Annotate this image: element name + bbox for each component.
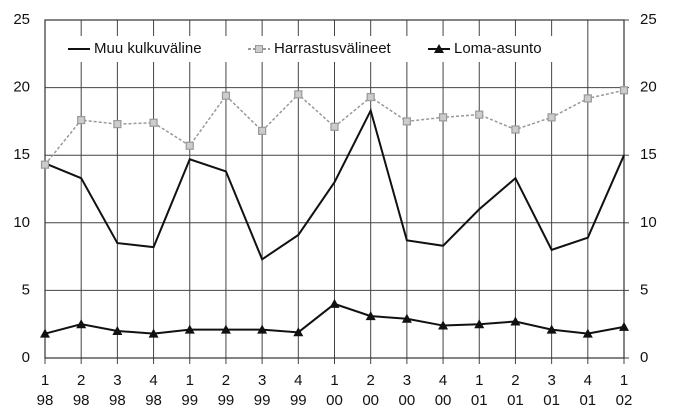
x-tick-label: 4 [439,372,447,389]
point [40,160,50,169]
point [619,86,629,95]
point [294,90,303,99]
x-tick-label: 98 [73,392,90,409]
point [220,324,231,334]
x-tick-label: 01 [543,392,560,409]
x-tick-label: 99 [254,392,271,409]
point [185,141,194,150]
legend: Muu kulkuväline Harrastusvälineet Loma-asu… [62,36,562,62]
x-tick-label: 3 [547,372,555,389]
point [330,122,339,131]
x-tick-label: 00 [326,392,343,409]
legend-label: Harrastusvälineet [274,40,392,57]
x-tick-label: 3 [113,372,121,389]
x-tick-label: 1 [330,372,338,389]
y-tick-label: 20 [13,79,30,96]
x-tick-label: 01 [507,392,524,409]
point [438,113,448,122]
x-tick-label: 99 [218,392,235,409]
point [40,328,50,338]
x-tick-label: 01 [471,392,488,409]
point [582,328,593,338]
point [366,92,375,102]
plot-frame [44,19,625,359]
y-tick-label: 10 [13,214,30,231]
point [438,320,449,330]
point [546,324,557,334]
point [149,118,158,127]
point [112,325,123,335]
legend-marker [434,44,444,53]
x-tick-label: 4 [294,372,302,389]
x-tick-label: 2 [77,372,85,389]
x-tick-label: 1 [186,372,194,389]
x-tick-label: 1 [41,372,49,389]
point [401,313,412,323]
y2-tick-label: 15 [640,146,657,163]
point [583,94,592,103]
point [184,324,195,334]
y2-tick-label: 5 [640,281,648,298]
point [148,328,159,338]
y2-tick-label: 20 [640,79,657,96]
point [77,115,86,125]
legend-label: Muu kulkuväline [94,40,202,57]
y-tick-label: 15 [13,146,30,163]
x-tick-label: 00 [435,392,452,409]
point [221,91,231,100]
point [547,113,556,122]
x-tick-label: 2 [222,372,230,389]
x-tick-label: 98 [145,392,162,409]
point [619,321,629,331]
point [511,125,520,134]
y-tick-label: 25 [13,11,30,28]
x-tick-label: 3 [258,372,266,389]
x-tick-label: 4 [149,372,157,389]
point [113,120,122,129]
legend-marker [255,45,263,53]
x-tick-label: 01 [579,392,596,409]
y-tick-label: 0 [22,349,30,366]
point [365,311,376,321]
legend-label: Loma-asunto [454,40,542,57]
x-tick-label: 2 [511,372,519,389]
legend-box [62,36,562,62]
point [76,319,87,329]
x-tick-label: 1 [620,372,628,389]
x-tick-label: 99 [290,392,307,409]
y-tick-label: 5 [22,281,30,298]
x-tick-label: 1 [475,372,483,389]
x-tick-label: 00 [399,392,416,409]
x-tick-label: 02 [616,392,633,409]
x-tick-label: 3 [403,372,411,389]
point [257,324,268,334]
x-tick-label: 98 [37,392,54,409]
point [258,126,267,135]
point [402,117,411,126]
x-tick-label: 99 [181,392,198,409]
point [475,110,484,119]
point [329,298,340,308]
x-tick-label: 98 [109,392,126,409]
point [474,319,485,329]
point [510,316,521,326]
x-tick-label: 00 [362,392,379,409]
y2-tick-label: 25 [640,11,657,28]
point [293,327,304,337]
x-tick-label: 2 [367,372,375,389]
x-tick-label: 4 [584,372,592,389]
y2-tick-label: 0 [640,349,648,366]
series-line [44,107,625,261]
y2-tick-label: 10 [640,214,657,231]
